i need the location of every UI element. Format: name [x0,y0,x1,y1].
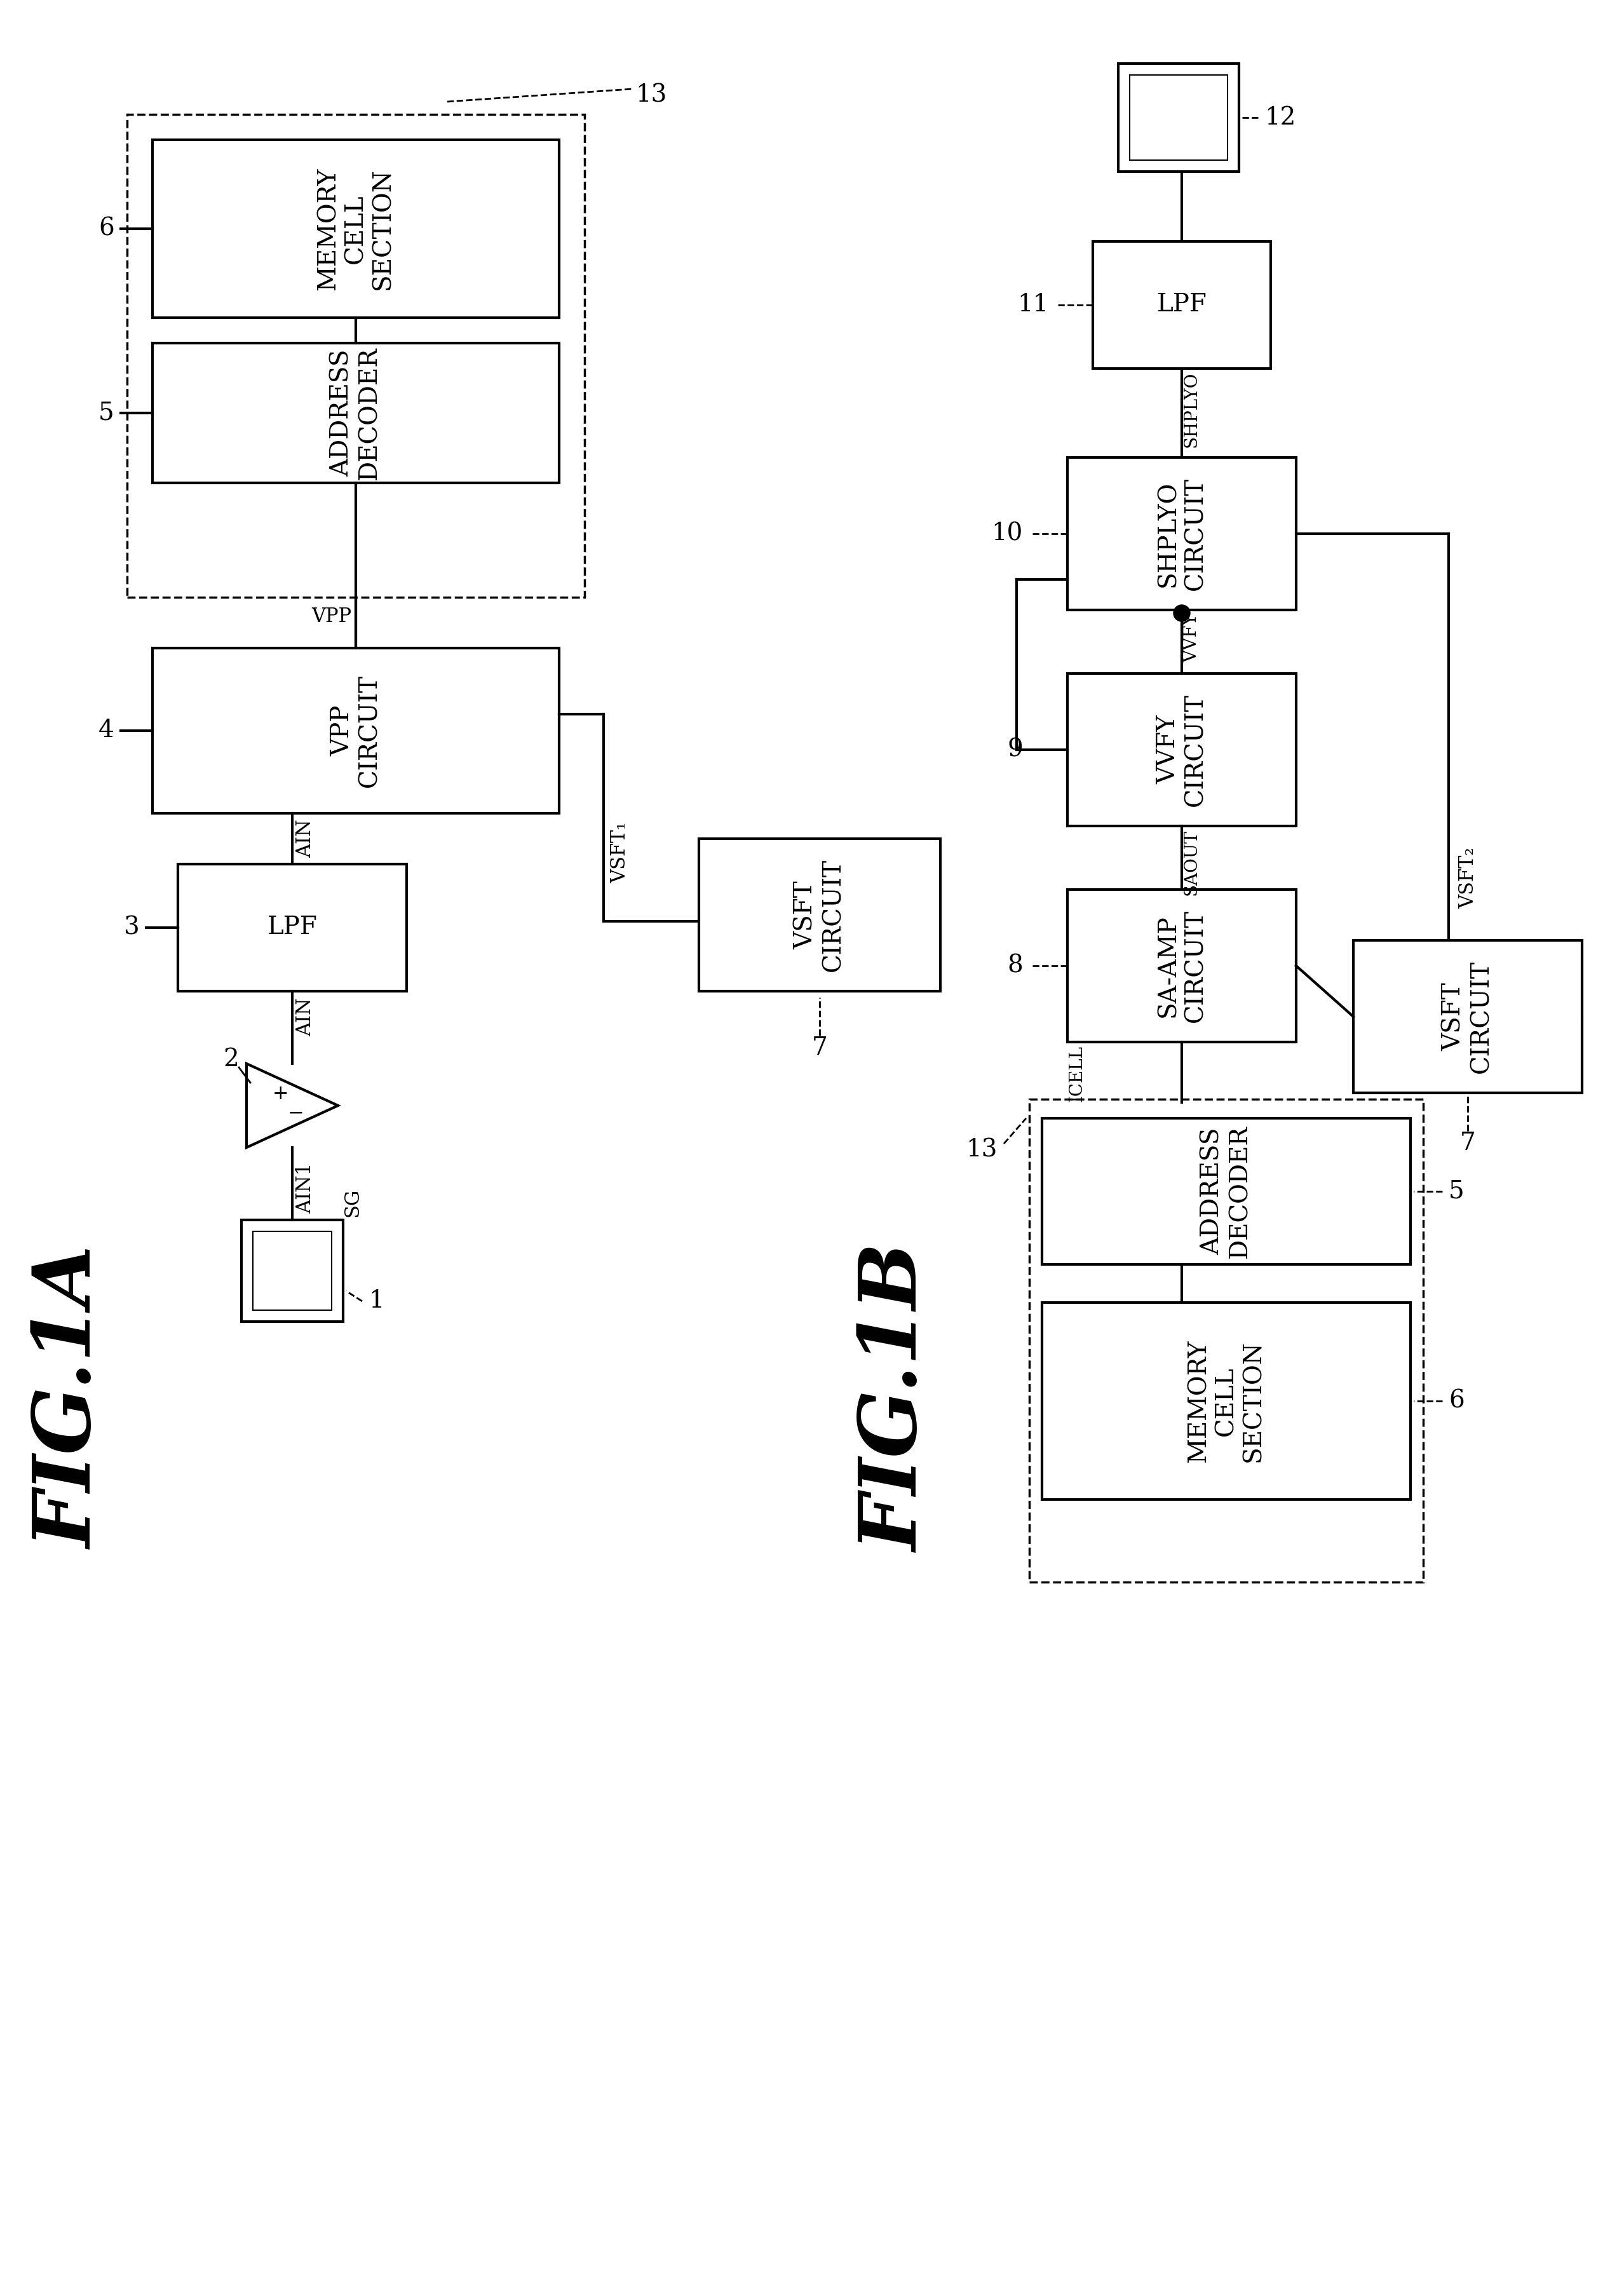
Circle shape [1174,604,1190,620]
Text: VVFY: VVFY [1182,614,1200,661]
Bar [253,1232,331,1309]
Bar [1130,75,1228,160]
Bar [1353,940,1582,1093]
Bar [1067,458,1296,609]
Bar [153,342,559,484]
Text: 1: 1 [369,1289,385,1314]
Bar [127,114,585,598]
Text: VSFT
CIRCUIT: VSFT CIRCUIT [1442,960,1492,1072]
Text: SHPLYO
CIRCUIT: SHPLYO CIRCUIT [1156,477,1207,591]
Text: ICELL: ICELL [1069,1045,1086,1102]
Bar [1119,64,1239,171]
Text: 8: 8 [1007,953,1023,979]
Text: 13: 13 [966,1138,997,1161]
Text: VSFT₂: VSFT₂ [1458,846,1478,908]
Bar [242,1220,343,1321]
Text: 7: 7 [1460,1131,1476,1156]
Bar [1067,890,1296,1042]
Text: +: + [273,1083,289,1104]
Text: MEMORY
CELL
SECTION: MEMORY CELL SECTION [317,167,395,290]
Bar [1043,1302,1411,1499]
Text: VPP
CIRCUIT: VPP CIRCUIT [330,675,382,787]
Text: 10: 10 [992,522,1023,545]
Text: VPP: VPP [312,607,351,627]
Bar [1067,673,1296,826]
Text: −: − [287,1104,304,1122]
Text: VSFT₁: VSFT₁ [611,821,630,883]
Text: 7: 7 [812,1036,828,1061]
Text: ADDRESS
DECODER: ADDRESS DECODER [330,347,382,479]
Text: 11: 11 [1017,294,1049,317]
Text: 5: 5 [99,401,114,424]
Text: 12: 12 [1265,105,1296,130]
Text: MEMORY
CELL
SECTION: MEMORY CELL SECTION [1187,1339,1265,1462]
Bar [153,139,559,317]
Bar [153,648,559,814]
Text: LPF: LPF [1156,294,1207,317]
Text: 6: 6 [99,217,114,240]
Text: 4: 4 [99,719,114,741]
Text: FIG.1B: FIG.1B [857,1243,935,1551]
Text: 13: 13 [635,84,667,107]
Bar [698,839,940,992]
Bar [1030,1099,1423,1583]
Text: 9: 9 [1007,739,1023,762]
Text: FIG.1A: FIG.1A [32,1245,109,1549]
Text: VVFY
CIRCUIT: VVFY CIRCUIT [1156,693,1207,805]
Text: LPF: LPF [268,917,317,940]
Text: ADDRESS
DECODER: ADDRESS DECODER [1200,1125,1252,1257]
Text: AIN: AIN [296,819,315,858]
Text: AIN1: AIN1 [296,1163,315,1213]
Text: 5: 5 [1449,1179,1465,1202]
Text: AIN: AIN [296,997,315,1036]
Text: SG: SG [343,1188,362,1216]
Text: SAOUT: SAOUT [1182,830,1200,894]
Text: SHPLYO: SHPLYO [1182,372,1200,447]
Bar [179,864,406,992]
Text: 6: 6 [1449,1389,1465,1412]
Text: 2: 2 [224,1047,239,1072]
Text: VSFT
CIRCUIT: VSFT CIRCUIT [794,858,844,972]
Bar [1093,242,1270,370]
Text: 3: 3 [123,917,140,940]
Bar [1043,1118,1411,1264]
Text: SA-AMP
CIRCUIT: SA-AMP CIRCUIT [1156,910,1207,1022]
